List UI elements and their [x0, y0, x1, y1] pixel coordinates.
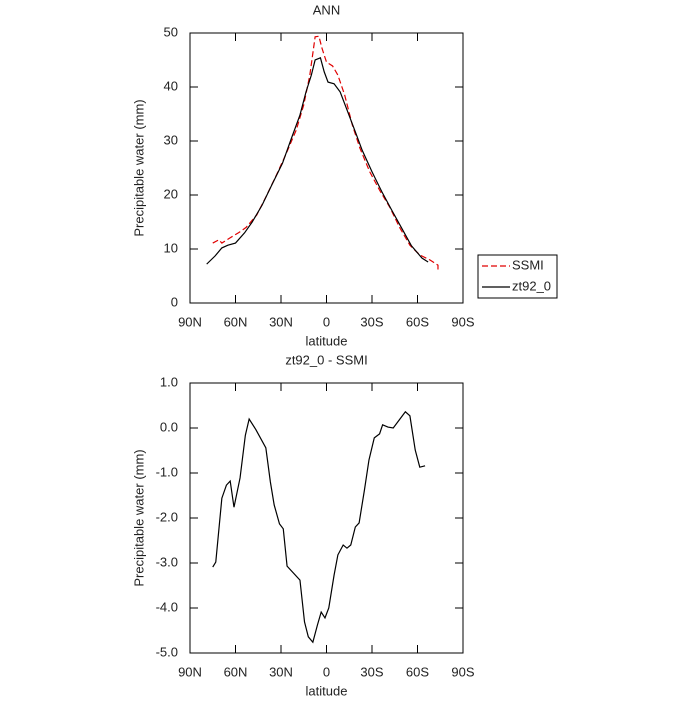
data-line — [212, 35, 439, 271]
x-axis-label: latitude — [306, 683, 348, 698]
x-tick-label: 60S — [406, 314, 429, 329]
y-tick-label: 1.0 — [160, 374, 178, 389]
y-tick-label: -3.0 — [156, 554, 178, 569]
y-tick-label: 40 — [164, 78, 178, 93]
y-tick-label: -1.0 — [156, 464, 178, 479]
x-axis-label: latitude — [306, 333, 348, 348]
x-tick-label: 60N — [224, 314, 248, 329]
y-tick-label: 10 — [164, 240, 178, 255]
x-tick-label: 60N — [224, 664, 248, 679]
chart-title: zt92_0 - SSMI — [285, 352, 367, 367]
legend-box — [477, 254, 558, 299]
x-tick-label: 0 — [323, 664, 330, 679]
x-tick-label: 30S — [360, 664, 383, 679]
y-tick-label: 30 — [164, 132, 178, 147]
legend: SSMI zt92_0 — [477, 254, 558, 299]
y-tick-label: 20 — [164, 186, 178, 201]
data-line — [212, 410, 426, 644]
x-tick-label: 90N — [178, 664, 202, 679]
x-tick-label: 60S — [406, 664, 429, 679]
data-line — [206, 57, 429, 265]
chart-title: ANN — [313, 2, 340, 17]
x-tick-label: 90S — [451, 664, 474, 679]
y-tick-label: 50 — [164, 24, 178, 39]
x-tick-label: 30N — [269, 314, 293, 329]
x-tick-label: 90N — [178, 314, 202, 329]
y-tick-label: -2.0 — [156, 509, 178, 524]
y-axis-label: Precipitable water (mm) — [131, 449, 146, 586]
legend-label: zt92_0 — [512, 278, 551, 293]
y-tick-label: -4.0 — [156, 599, 178, 614]
y-tick-label: -5.0 — [156, 644, 178, 659]
plot-frame — [189, 382, 464, 654]
y-axis-label: Precipitable water (mm) — [131, 99, 146, 236]
x-tick-label: 0 — [323, 314, 330, 329]
legend-label: SSMI — [512, 257, 544, 272]
y-tick-label: 0.0 — [160, 419, 178, 434]
x-tick-label: 30S — [360, 314, 383, 329]
plot-frame — [189, 32, 464, 304]
y-tick-label: 0 — [171, 294, 178, 309]
x-tick-label: 30N — [269, 664, 293, 679]
x-tick-label: 90S — [451, 314, 474, 329]
